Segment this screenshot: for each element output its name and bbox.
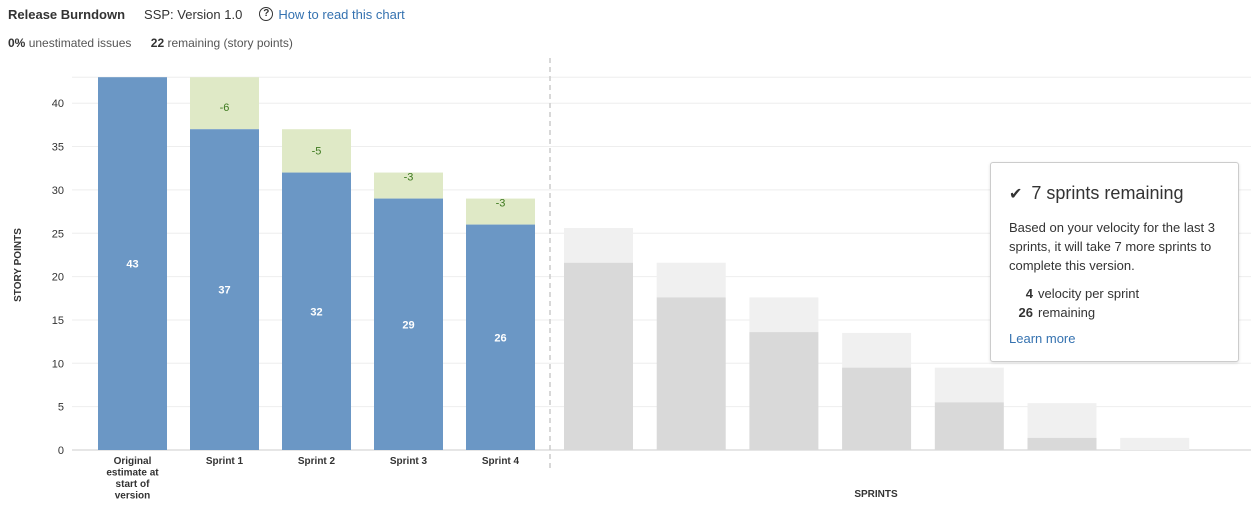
x-category-label: Sprint 1 (206, 456, 244, 467)
remaining-value: 22 (150, 36, 165, 50)
y-tick-label: 40 (52, 98, 64, 110)
y-tick-label: 30 (52, 185, 64, 197)
forecast-reduction-bar (1120, 437, 1190, 450)
forecast-work-bar (934, 402, 1004, 450)
bar-value-label: 32 (310, 306, 322, 318)
x-axis-title: SPRINTS (854, 489, 898, 500)
chart-title: Release Burndown (8, 6, 126, 22)
x-category-label: Sprint 2 (298, 456, 336, 467)
forecast-work-bar (564, 262, 633, 450)
story-points-bar (374, 198, 443, 450)
help-link-label: How to read this chart (278, 6, 405, 22)
scope-reduction-bar (374, 172, 443, 199)
tooltip-description: Based on your velocity for the last 3 sp… (1009, 220, 1215, 273)
story-points-bar (98, 77, 167, 450)
bar-value-label: 37 (218, 285, 230, 297)
tooltip-remaining-label: remaining (1038, 305, 1096, 320)
tooltip-header: ✔ 7 sprints remaining (1009, 183, 1220, 204)
y-tick-label: 25 (52, 228, 64, 240)
scope-reduction-bar (466, 198, 535, 225)
x-category-label: Sprint 4 (482, 456, 520, 467)
forecast-tooltip: ✔ 7 sprints remaining Based on your velo… (990, 162, 1239, 362)
reduction-label: -6 (220, 102, 230, 114)
y-tick-label: 5 (58, 402, 64, 414)
bar-value-label: 43 (126, 259, 138, 271)
reduction-label: -5 (312, 146, 322, 158)
forecast-work-bar (656, 297, 726, 450)
help-link[interactable]: ? How to read this chart (259, 6, 405, 22)
forecast-work-bar (1027, 437, 1097, 450)
bar-value-label: 26 (494, 332, 506, 344)
story-points-bar (190, 129, 259, 450)
velocity-value: 4 (1025, 286, 1033, 301)
forecast-reduction-bar (934, 367, 1004, 403)
y-tick-label: 10 (52, 358, 64, 370)
x-category-label: Original estimate at start of version (106, 456, 159, 502)
scope-reduction-bar (190, 77, 259, 130)
forecast-work-bar (749, 332, 819, 450)
summary-stats: 0% unestimated issues 22 remaining (stor… (8, 36, 293, 50)
forecast-reduction-bar (842, 332, 912, 368)
x-category-label: Sprint 3 (390, 456, 428, 467)
tooltip-remaining-value: 26 (1018, 305, 1033, 320)
unestimated-value: 0% (8, 36, 26, 50)
story-points-bar (466, 224, 535, 450)
unestimated-label: unestimated issues (28, 36, 132, 50)
y-tick-label: 35 (52, 142, 64, 154)
remaining-label: remaining (story points) (167, 36, 293, 50)
velocity-label: velocity per sprint (1038, 286, 1140, 301)
remaining-row: 26 remaining (1009, 303, 1220, 322)
question-circle-icon: ? (259, 7, 274, 21)
forecast-reduction-bar (656, 262, 726, 298)
check-icon: ✔ (1009, 185, 1023, 203)
forecast-reduction-bar (749, 297, 819, 333)
y-axis-title: STORY POINTS (13, 228, 24, 302)
reduction-label: -3 (496, 198, 506, 210)
scope-reduction-bar (282, 129, 351, 173)
chart-header: Release Burndown SSP: Version 1.0 ? How … (8, 5, 405, 23)
y-tick-label: 0 (58, 445, 64, 457)
velocity-row: 4 velocity per sprint (1009, 284, 1220, 303)
forecast-work-bar (842, 367, 912, 450)
bar-value-label: 29 (402, 319, 414, 331)
y-tick-label: 20 (52, 272, 64, 284)
learn-more-link[interactable]: Learn more (1009, 331, 1076, 346)
forecast-reduction-bar (564, 228, 633, 263)
y-tick-label: 15 (52, 315, 64, 327)
forecast-reduction-bar (1027, 403, 1097, 438)
story-points-bar (282, 172, 351, 450)
tooltip-title: 7 sprints remaining (1031, 183, 1184, 203)
version-label: SSP: Version 1.0 (144, 6, 243, 22)
reduction-label: -3 (404, 172, 414, 184)
